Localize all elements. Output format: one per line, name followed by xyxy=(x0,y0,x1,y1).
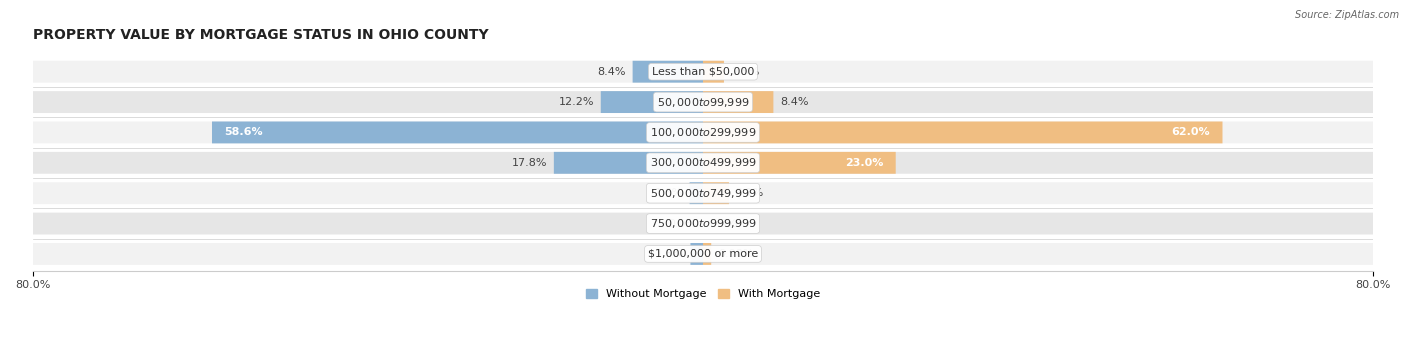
FancyBboxPatch shape xyxy=(633,61,703,83)
Text: 0.98%: 0.98% xyxy=(718,249,754,259)
Text: Less than $50,000: Less than $50,000 xyxy=(652,67,754,77)
FancyBboxPatch shape xyxy=(32,213,1374,235)
Text: PROPERTY VALUE BY MORTGAGE STATUS IN OHIO COUNTY: PROPERTY VALUE BY MORTGAGE STATUS IN OHI… xyxy=(32,28,488,42)
FancyBboxPatch shape xyxy=(703,182,728,204)
Text: 62.0%: 62.0% xyxy=(1171,128,1211,137)
Text: 23.0%: 23.0% xyxy=(845,158,883,168)
FancyBboxPatch shape xyxy=(32,243,1374,265)
FancyBboxPatch shape xyxy=(703,91,773,113)
Text: Source: ZipAtlas.com: Source: ZipAtlas.com xyxy=(1295,10,1399,20)
FancyBboxPatch shape xyxy=(32,152,1374,174)
Text: $750,000 to $999,999: $750,000 to $999,999 xyxy=(650,217,756,230)
Text: $1,000,000 or more: $1,000,000 or more xyxy=(648,249,758,259)
FancyBboxPatch shape xyxy=(554,152,703,174)
FancyBboxPatch shape xyxy=(703,121,1222,143)
FancyBboxPatch shape xyxy=(32,182,1374,204)
Text: 8.4%: 8.4% xyxy=(780,97,808,107)
Text: 0.0%: 0.0% xyxy=(668,219,696,228)
FancyBboxPatch shape xyxy=(600,91,703,113)
FancyBboxPatch shape xyxy=(703,61,724,83)
FancyBboxPatch shape xyxy=(212,121,703,143)
FancyBboxPatch shape xyxy=(32,91,1374,113)
FancyBboxPatch shape xyxy=(689,182,703,204)
Text: 1.5%: 1.5% xyxy=(655,249,683,259)
Text: $300,000 to $499,999: $300,000 to $499,999 xyxy=(650,156,756,169)
FancyBboxPatch shape xyxy=(690,243,703,265)
Text: 1.6%: 1.6% xyxy=(655,188,683,198)
Text: 2.5%: 2.5% xyxy=(731,67,759,77)
Text: 0.0%: 0.0% xyxy=(710,219,738,228)
Text: 12.2%: 12.2% xyxy=(558,97,595,107)
Text: 8.4%: 8.4% xyxy=(598,67,626,77)
Text: $500,000 to $749,999: $500,000 to $749,999 xyxy=(650,187,756,200)
FancyBboxPatch shape xyxy=(703,152,896,174)
Text: 17.8%: 17.8% xyxy=(512,158,547,168)
FancyBboxPatch shape xyxy=(32,121,1374,143)
Text: 58.6%: 58.6% xyxy=(225,128,263,137)
Legend: Without Mortgage, With Mortgage: Without Mortgage, With Mortgage xyxy=(582,285,824,304)
Text: $100,000 to $299,999: $100,000 to $299,999 xyxy=(650,126,756,139)
FancyBboxPatch shape xyxy=(32,61,1374,83)
Text: 3.1%: 3.1% xyxy=(735,188,763,198)
Text: $50,000 to $99,999: $50,000 to $99,999 xyxy=(657,95,749,108)
FancyBboxPatch shape xyxy=(703,243,711,265)
